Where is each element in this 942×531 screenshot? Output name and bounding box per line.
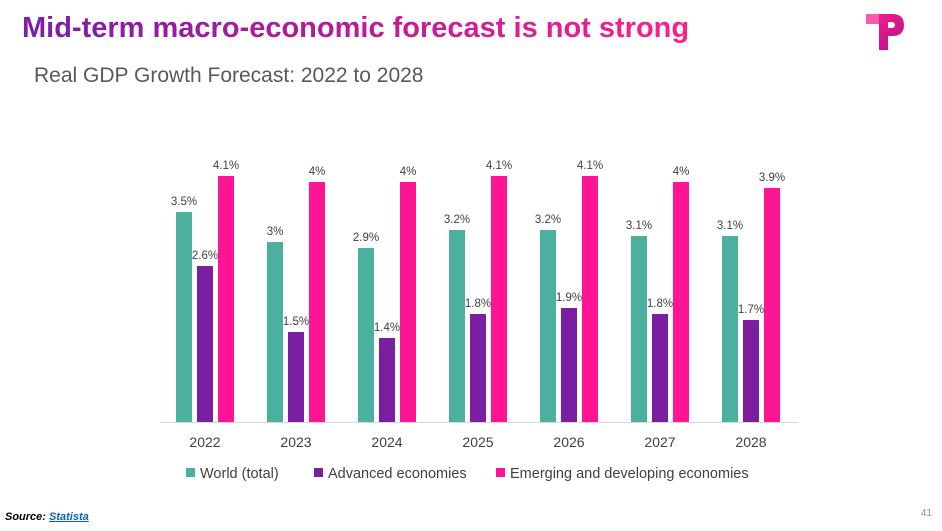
data-label: 4.1%: [486, 160, 512, 172]
data-label: 2.6%: [192, 250, 218, 262]
bar-advanced-economies-2025: [470, 314, 486, 422]
x-tick-label: 2025: [462, 434, 493, 450]
bar-world-total--2028: [722, 236, 738, 422]
data-label: 3.2%: [535, 214, 561, 226]
legend-world-swatch: [186, 468, 195, 477]
bar-advanced-economies-2023: [288, 332, 304, 422]
bar-emerging-and-developing-economies-2023: [309, 182, 325, 422]
bar-world-total--2023: [267, 242, 283, 422]
bar-world-total--2027: [631, 236, 647, 422]
bar-world-total--2025: [449, 230, 465, 422]
data-label: 4%: [673, 166, 690, 178]
data-label: 3.1%: [717, 220, 743, 232]
bar-advanced-economies-2022: [197, 266, 213, 422]
x-tick-label: 2026: [553, 434, 584, 450]
bar-advanced-economies-2026: [561, 308, 577, 422]
tp-brand-logo-icon: [866, 14, 904, 50]
data-label: 3.2%: [444, 214, 470, 226]
legend-advanced-label: Advanced economies: [328, 466, 467, 482]
x-tick-label: 2028: [735, 434, 766, 450]
data-label: 3.1%: [626, 220, 652, 232]
bar-advanced-economies-2027: [652, 314, 668, 422]
legend-emerging-swatch: [496, 468, 505, 477]
bar-emerging-and-developing-economies-2027: [673, 182, 689, 422]
data-label: 3.9%: [759, 172, 785, 184]
data-label: 4.1%: [213, 160, 239, 172]
bar-world-total--2026: [540, 230, 556, 422]
legend-advanced-swatch: [314, 468, 323, 477]
chart-subtitle: Real GDP Growth Forecast: 2022 to 2028: [34, 64, 424, 87]
bar-emerging-and-developing-economies-2026: [582, 176, 598, 422]
source-note: Source: Statista: [5, 511, 89, 523]
data-label: 1.5%: [283, 316, 309, 328]
data-label: 3.5%: [171, 196, 197, 208]
source-label: Source:: [5, 511, 46, 523]
legend-emerging-label: Emerging and developing economies: [510, 466, 749, 482]
x-tick-label: 2024: [371, 434, 402, 450]
bar-advanced-economies-2028: [743, 320, 759, 422]
data-label: 1.9%: [556, 292, 582, 304]
data-label: 1.8%: [465, 298, 491, 310]
data-label: 1.8%: [647, 298, 673, 310]
bar-world-total--2024: [358, 248, 374, 422]
source-link-statista[interactable]: Statista: [49, 511, 89, 523]
bar-emerging-and-developing-economies-2028: [764, 188, 780, 422]
bar-advanced-economies-2024: [379, 338, 395, 422]
data-label: 4%: [309, 166, 326, 178]
x-tick-label: 2027: [644, 434, 675, 450]
x-tick-label: 2023: [280, 434, 311, 450]
data-label: 3%: [267, 226, 284, 238]
page-number: 41: [920, 508, 932, 519]
data-label: 4%: [400, 166, 417, 178]
data-label: 2.9%: [353, 232, 379, 244]
legend-world-label: World (total): [200, 466, 279, 482]
slide-title: Mid-term macro-economic forecast is not …: [22, 12, 690, 44]
data-label: 4.1%: [577, 160, 603, 172]
x-tick-label: 2022: [189, 434, 220, 450]
bar-world-total--2022: [176, 212, 192, 422]
data-label: 1.7%: [738, 304, 764, 316]
bar-emerging-and-developing-economies-2022: [218, 176, 234, 422]
bar-emerging-and-developing-economies-2025: [491, 176, 507, 422]
data-label: 1.4%: [374, 322, 400, 334]
bar-emerging-and-developing-economies-2024: [400, 182, 416, 422]
